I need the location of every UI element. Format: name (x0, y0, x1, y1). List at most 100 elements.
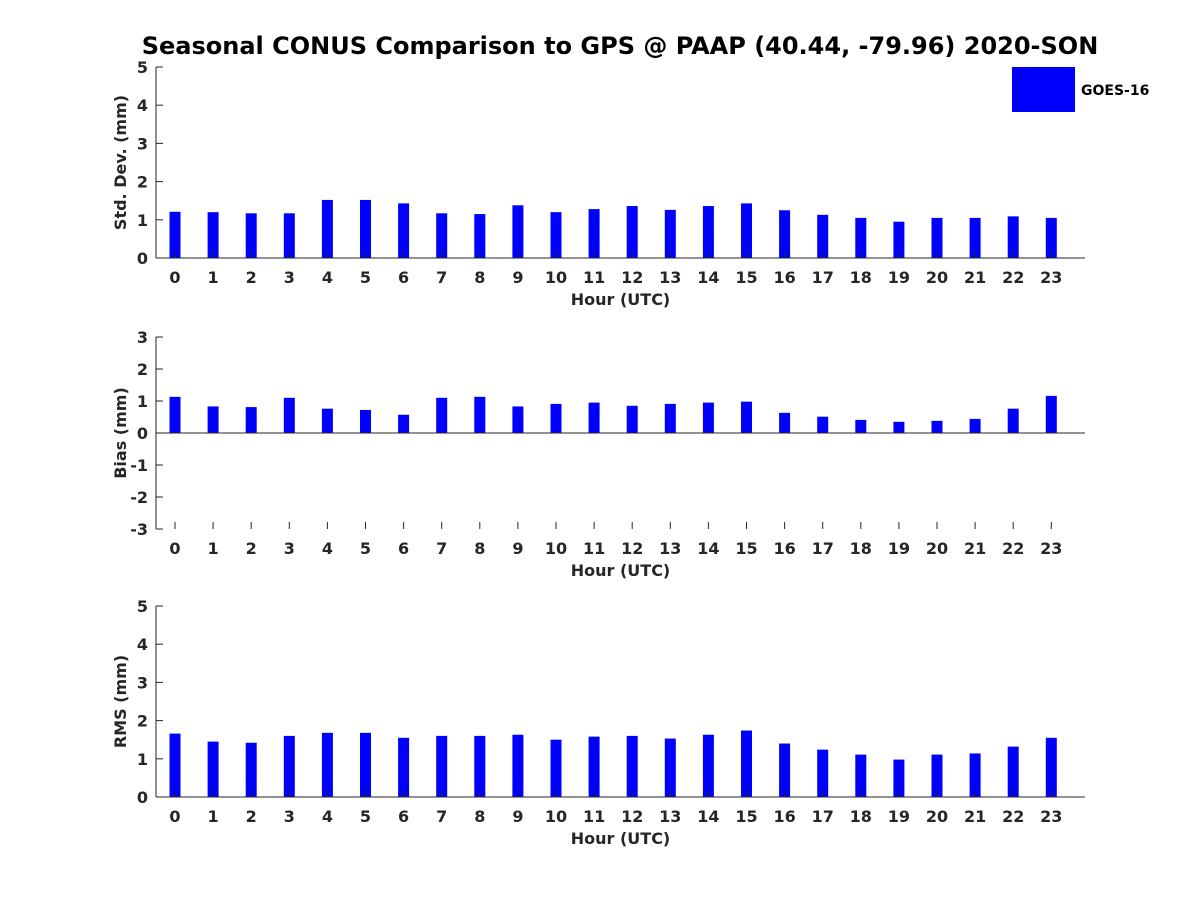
std-dev-x-tick-label: 21 (964, 268, 986, 287)
std-dev-x-tick-label: 4 (322, 268, 333, 287)
rms-bar-hour-10 (550, 739, 562, 797)
rms-bar-hour-12 (626, 735, 638, 797)
std-dev-x-tick-label: 14 (697, 268, 719, 287)
bias-x-tick-label: 11 (583, 539, 605, 558)
bias-bar-hour-4 (321, 408, 333, 433)
bias-bar-hour-9 (512, 406, 524, 433)
std-dev-x-tick-label: 0 (169, 268, 180, 287)
rms-bar-hour-22 (1007, 746, 1019, 797)
rms-y-tick-label: 3 (137, 673, 148, 692)
bias-bar-hour-2 (245, 407, 257, 433)
std-dev-bar-hour-9 (512, 205, 524, 258)
bias-bar-hour-16 (779, 412, 791, 433)
bias-x-tick-label: 6 (398, 539, 409, 558)
bias-bar-hour-23 (1045, 395, 1057, 433)
std-dev-bar-hour-4 (321, 199, 333, 258)
bias-x-tick-label: 14 (697, 539, 719, 558)
std-dev-bar-hour-13 (664, 209, 676, 258)
bias-bar-hour-8 (474, 396, 486, 433)
bias-bar-hour-5 (360, 409, 371, 433)
std-dev-bar-hour-2 (245, 213, 257, 258)
rms-x-tick-label: 2 (246, 807, 257, 826)
bias-x-tick-label: 18 (850, 539, 872, 558)
rms-bar-hour-18 (855, 754, 867, 797)
bias-y-axis-label: Bias (mm) (111, 387, 130, 479)
rms-x-tick-label: 16 (773, 807, 795, 826)
std-dev-y-axis-label: Std. Dev. (mm) (111, 95, 130, 230)
std-dev-x-tick-label: 11 (583, 268, 605, 287)
rms-bar-hour-8 (474, 735, 486, 797)
std-dev-x-tick-label: 1 (208, 268, 219, 287)
bias-x-tick-label: 13 (659, 539, 681, 558)
std-dev-bar-hour-18 (855, 217, 867, 258)
bias-y-tick-label: 3 (137, 328, 148, 347)
rms-x-tick-label: 10 (545, 807, 567, 826)
bias-bar-hour-15 (741, 401, 752, 433)
bias-x-tick-label: 23 (1040, 539, 1062, 558)
std-dev-x-tick-label: 8 (474, 268, 485, 287)
bias-x-tick-label: 12 (621, 539, 643, 558)
std-dev-bar-hour-7 (436, 213, 448, 258)
std-dev-bar-hour-23 (1045, 217, 1057, 258)
rms-x-tick-label: 12 (621, 807, 643, 826)
rms-bar-hour-21 (969, 753, 981, 797)
std-dev-x-tick-label: 19 (888, 268, 910, 287)
rms-x-tick-label: 1 (208, 807, 219, 826)
std-dev-y-tick-label: 5 (137, 58, 148, 77)
bias-y-tick-label: -3 (130, 520, 148, 539)
rms-bar-hour-11 (588, 736, 600, 797)
rms-x-tick-label: 3 (284, 807, 295, 826)
rms-bar-hour-16 (779, 743, 791, 797)
bias-x-tick-label: 19 (888, 539, 910, 558)
rms-bar-hour-1 (207, 741, 219, 797)
rms-x-tick-label: 14 (697, 807, 719, 826)
rms-x-tick-label: 7 (436, 807, 447, 826)
rms-bar-hour-15 (741, 730, 752, 797)
std-dev-bar-hour-22 (1007, 216, 1019, 258)
std-dev-bar-hour-19 (893, 221, 905, 258)
std-dev-x-tick-label: 7 (436, 268, 447, 287)
rms-bar-hour-23 (1045, 737, 1057, 797)
std-dev-bar-hour-5 (360, 199, 371, 258)
rms-bar-hour-17 (817, 749, 829, 797)
std-dev-bar-hour-21 (969, 217, 981, 258)
std-dev-bar-hour-20 (931, 217, 943, 258)
bias-bar-hour-6 (398, 414, 410, 433)
std-dev-x-tick-label: 20 (926, 268, 948, 287)
std-dev-x-tick-label: 6 (398, 268, 409, 287)
bias-bar-hour-11 (588, 402, 600, 433)
rms-x-tick-label: 15 (735, 807, 757, 826)
rms-x-tick-label: 5 (360, 807, 371, 826)
std-dev-y-tick-label: 1 (137, 211, 148, 230)
bias-y-tick-label: 1 (137, 392, 148, 411)
bias-bar-hour-22 (1007, 408, 1019, 433)
legend-swatch-goes-16 (1012, 67, 1075, 112)
std-dev-x-tick-label: 10 (545, 268, 567, 287)
rms-y-tick-label: 0 (137, 788, 148, 807)
std-dev-bar-hour-15 (741, 203, 752, 258)
legend: GOES-16 (1012, 67, 1149, 112)
rms-bar-hour-19 (893, 759, 905, 797)
bias-bar-hour-0 (169, 396, 181, 433)
bias-bar-hour-12 (626, 405, 638, 433)
rms-x-tick-label: 11 (583, 807, 605, 826)
std-dev-x-tick-label: 2 (246, 268, 257, 287)
std-dev-x-tick-label: 13 (659, 268, 681, 287)
std-dev-x-tick-label: 15 (735, 268, 757, 287)
bias-bar-hour-13 (664, 403, 676, 433)
bias-x-tick-label: 7 (436, 539, 447, 558)
bias-bar-hour-10 (550, 403, 562, 433)
rms-x-tick-label: 8 (474, 807, 485, 826)
std-dev-x-tick-label: 23 (1040, 268, 1062, 287)
rms-x-tick-label: 6 (398, 807, 409, 826)
bias-y-tick-label: 0 (137, 424, 148, 443)
bias-x-tick-label: 20 (926, 539, 948, 558)
rms-x-tick-label: 13 (659, 807, 681, 826)
std-dev-x-tick-label: 18 (850, 268, 872, 287)
rms-x-tick-label: 20 (926, 807, 948, 826)
bias-x-axis-label: Hour (UTC) (571, 561, 671, 580)
